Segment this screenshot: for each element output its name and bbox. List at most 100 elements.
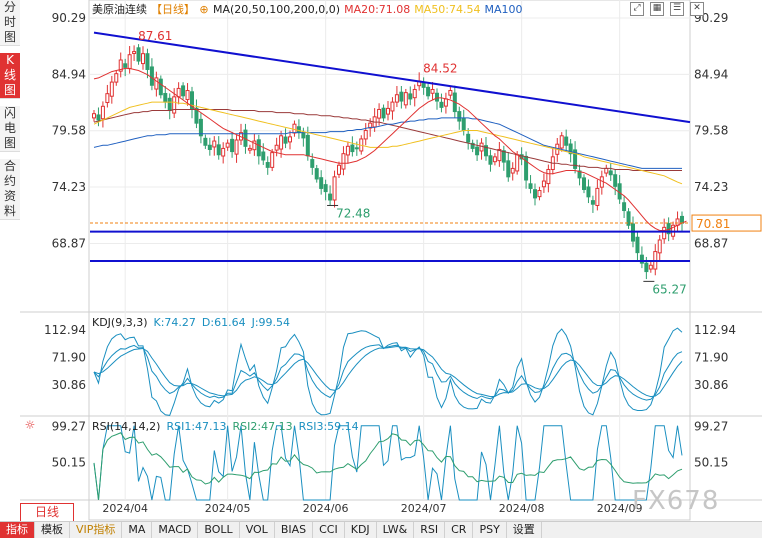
candle-body <box>256 139 261 157</box>
side-tab[interactable]: 闪 电 图 <box>0 106 20 152</box>
kdj-tick-right: 112.94 <box>694 323 736 337</box>
x-tick-label: 2024/08 <box>499 502 545 515</box>
price-tick-right: 68.87 <box>694 236 728 250</box>
candle-body <box>586 186 591 198</box>
toolbar-item[interactable]: BIAS <box>275 522 314 538</box>
kdj-tick-right: 30.86 <box>694 378 728 392</box>
toolbar-item[interactable]: 指标 <box>0 522 35 538</box>
candle-body <box>141 53 145 65</box>
toolbar-item[interactable]: CR <box>445 522 474 538</box>
candle-body <box>354 147 359 150</box>
kdj-tick-right: 71.90 <box>694 350 728 364</box>
candle-body <box>181 85 186 97</box>
price-tick-right: 74.23 <box>694 180 728 194</box>
expand-icon[interactable]: ⤢ <box>630 2 644 16</box>
rsi3-line <box>93 425 683 501</box>
grid-icon[interactable]: ▦ <box>650 2 664 16</box>
indicator-toolbar: 指标 模板 VIP指标 MA MACD BOLL VOL BIAS CCI KDJ LW& RSI CR… <box>0 521 762 538</box>
candle-body <box>310 159 315 168</box>
rsi1-line <box>93 432 683 501</box>
kdj-tick-left: 30.86 <box>52 378 86 392</box>
x-tick-label: 2024/06 <box>303 502 349 515</box>
candle-body <box>350 144 355 153</box>
rsi-tick-left: 99.27 <box>52 419 86 433</box>
candle-body <box>568 143 573 155</box>
toolbar-item[interactable]: LW& <box>377 522 415 538</box>
ma50-line <box>93 101 683 185</box>
toolbar-item[interactable]: CCI <box>313 522 345 538</box>
candle-body <box>207 144 212 150</box>
period-tag: 【日线】 <box>151 2 195 16</box>
plot-frame <box>88 0 691 521</box>
kdj-k-line <box>93 344 683 401</box>
toolbar-item[interactable]: PSY <box>473 522 507 538</box>
downtrend-line <box>93 31 691 124</box>
candle-body <box>435 92 439 102</box>
candle-body <box>470 142 475 149</box>
candle-body <box>114 73 119 83</box>
candle-body <box>172 96 177 114</box>
close-icon[interactable]: ✕ <box>690 2 704 16</box>
candle-body <box>185 90 190 101</box>
toolbar-item[interactable]: 设置 <box>507 522 542 538</box>
list-icon[interactable]: ☰ <box>670 2 684 16</box>
candle-body <box>283 136 288 144</box>
candle-body <box>118 59 123 72</box>
candle-body <box>577 170 582 179</box>
candle-body <box>377 108 382 119</box>
candle-body <box>167 97 172 112</box>
candle-body <box>399 91 404 102</box>
candle-body <box>216 144 221 156</box>
candle-body <box>639 254 644 264</box>
period-select-button[interactable]: 日线 <box>20 503 74 522</box>
candle-body <box>314 168 319 180</box>
candle-body <box>626 211 631 226</box>
candle-body <box>403 92 408 106</box>
candle-body <box>127 54 132 70</box>
candle-body <box>528 183 533 189</box>
candle-body <box>305 134 310 157</box>
toolbar-item[interactable]: BOLL <box>198 522 240 538</box>
candle-body <box>573 149 578 169</box>
plus-circle-icon: ⊕ <box>199 3 208 16</box>
candle-body <box>368 122 373 129</box>
candle-body <box>319 177 324 189</box>
toolbar-item[interactable]: RSI <box>414 522 446 538</box>
candle-body <box>145 53 150 70</box>
ma-params-label: MA(20,50,100,200,0,0) <box>213 3 340 16</box>
toolbar-item[interactable]: VOL <box>240 522 275 538</box>
sun-icon: ☼ <box>25 418 36 432</box>
toolbar-item[interactable]: KDJ <box>345 522 377 538</box>
side-tab[interactable]: K 线 图 <box>0 53 20 99</box>
candle-body <box>149 66 154 86</box>
price-tick-right: 79.58 <box>694 124 728 138</box>
x-tick-label: 2024/05 <box>205 502 251 515</box>
side-tab[interactable]: 合 约 资 料 <box>0 159 20 220</box>
x-tick-label: 2024/04 <box>102 502 148 515</box>
candle-body <box>132 51 137 54</box>
candle-body <box>212 140 217 148</box>
toolbar-item[interactable]: MA <box>122 522 153 538</box>
kdj-j-line <box>93 327 683 416</box>
rsi3-value: RSI3:59.14 <box>299 420 359 433</box>
candle-body <box>252 140 257 151</box>
low-annotation: 65.27 <box>652 282 686 296</box>
candle-body <box>488 155 493 165</box>
candle-body <box>559 135 564 149</box>
candle-body <box>109 81 114 97</box>
candle-body <box>622 202 627 212</box>
candle-body <box>546 168 551 185</box>
price-tick-left: 74.23 <box>52 180 86 194</box>
candle-body <box>100 105 105 120</box>
candle-body <box>158 78 163 96</box>
candle-body <box>123 63 128 68</box>
candle-body <box>265 162 270 168</box>
candle-body <box>564 136 569 146</box>
candle-body <box>301 132 306 139</box>
toolbar-item[interactable]: MACD <box>152 522 199 538</box>
toolbar-item[interactable]: 模板 <box>35 522 70 538</box>
candle-body <box>537 190 542 198</box>
side-tab[interactable]: 分 时 图 <box>0 0 20 46</box>
toolbar-item[interactable]: VIP指标 <box>70 522 123 538</box>
